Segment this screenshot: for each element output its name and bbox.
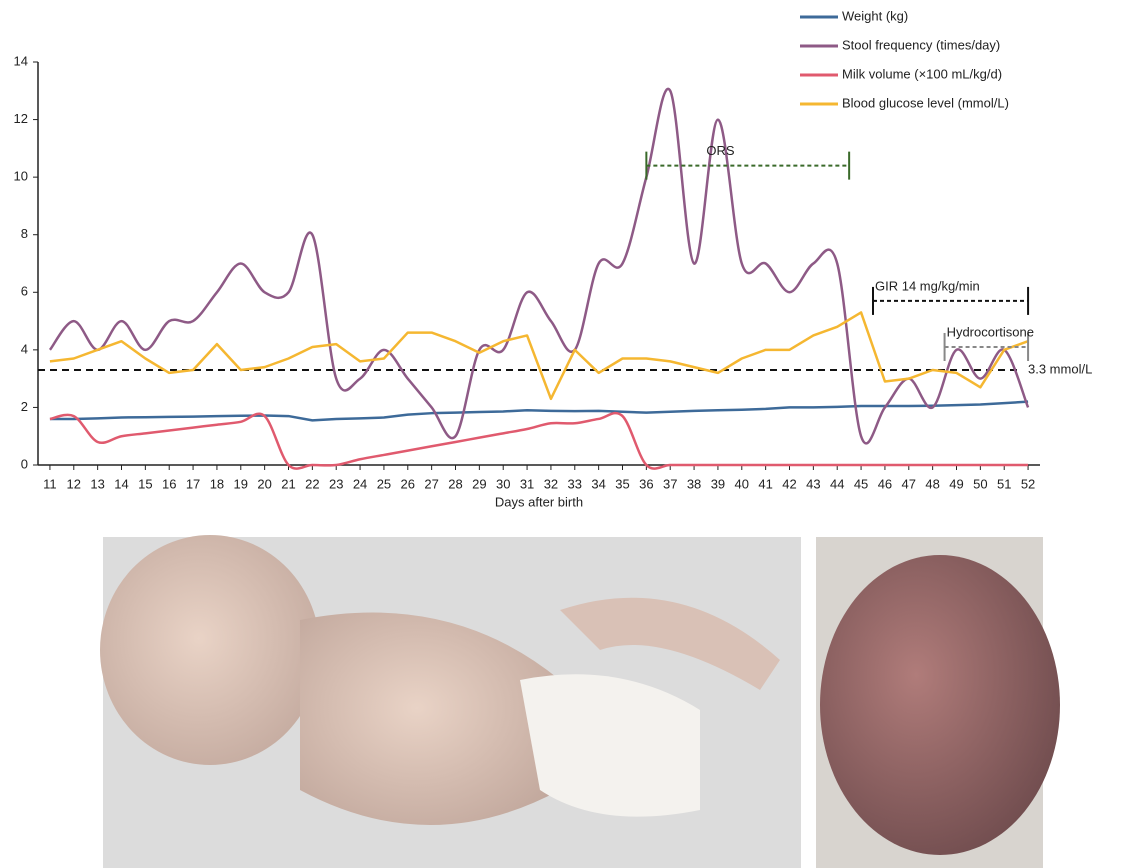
x-tick-label: 26: [401, 476, 415, 491]
x-tick-label: 29: [472, 476, 486, 491]
y-tick-label: 6: [21, 284, 28, 299]
legend-label: Milk volume (×100 mL/kg/d): [842, 66, 1002, 81]
x-tick-label: 48: [925, 476, 939, 491]
y-tick-label: 2: [21, 399, 28, 414]
x-tick-label: 18: [210, 476, 224, 491]
x-tick-label: 12: [67, 476, 81, 491]
x-tick-label: 37: [663, 476, 677, 491]
x-tick-label: 40: [735, 476, 749, 491]
x-tick-label: 50: [973, 476, 987, 491]
y-tick-label: 14: [14, 53, 28, 68]
photo-head-closeup: [820, 555, 1060, 855]
x-tick-label: 30: [496, 476, 510, 491]
x-tick-label: 41: [758, 476, 772, 491]
y-tick-label: 0: [21, 456, 28, 471]
x-tick-label: 47: [902, 476, 916, 491]
x-tick-label: 17: [186, 476, 200, 491]
x-tick-label: 15: [138, 476, 152, 491]
x-tick-label: 11: [43, 476, 57, 491]
y-tick-label: 12: [14, 111, 28, 126]
x-tick-label: 31: [520, 476, 534, 491]
y-tick-label: 4: [21, 341, 28, 356]
x-tick-label: 23: [329, 476, 343, 491]
reference-label: 3.3 mmol/L: [1028, 361, 1092, 376]
x-axis-label: Days after birth: [495, 494, 583, 509]
series-line: [50, 89, 1028, 443]
x-tick-label: 39: [711, 476, 725, 491]
x-tick-label: 45: [854, 476, 868, 491]
legend-label: Stool frequency (times/day): [842, 37, 1000, 52]
legend-label: Weight (kg): [842, 8, 908, 23]
x-tick-label: 28: [448, 476, 462, 491]
x-tick-label: 46: [878, 476, 892, 491]
y-tick-label: 10: [14, 169, 28, 184]
x-tick-label: 21: [281, 476, 295, 491]
series-line: [50, 312, 1028, 398]
x-tick-label: 44: [830, 476, 844, 491]
x-tick-label: 13: [90, 476, 104, 491]
x-tick-label: 14: [114, 476, 128, 491]
photo-baby-head: [100, 535, 320, 765]
page: {"chart_data": { "type": "line", "x_labe…: [0, 0, 1126, 868]
annotation-label: GIR 14 mg/kg/min: [875, 278, 980, 293]
x-tick-label: 32: [544, 476, 558, 491]
x-tick-label: 25: [377, 476, 391, 491]
x-tick-label: 51: [997, 476, 1011, 491]
y-tick-label: 8: [21, 226, 28, 241]
legend-label: Blood glucose level (mmol/L): [842, 95, 1009, 110]
x-tick-label: 49: [949, 476, 963, 491]
x-tick-label: 20: [257, 476, 271, 491]
x-tick-label: 24: [353, 476, 367, 491]
annotation-label: Hydrocortisone: [947, 324, 1034, 339]
x-tick-label: 43: [806, 476, 820, 491]
x-tick-label: 16: [162, 476, 176, 491]
x-tick-label: 22: [305, 476, 319, 491]
x-tick-label: 42: [782, 476, 796, 491]
x-tick-label: 27: [424, 476, 438, 491]
photos: [0, 530, 1126, 868]
x-tick-label: 35: [615, 476, 629, 491]
x-tick-label: 34: [591, 476, 605, 491]
x-tick-label: 36: [639, 476, 653, 491]
series-line: [50, 413, 1028, 469]
x-tick-label: 19: [234, 476, 248, 491]
annotation-label: ORS: [706, 143, 735, 158]
x-tick-label: 38: [687, 476, 701, 491]
x-tick-label: 33: [568, 476, 582, 491]
x-tick-label: 52: [1021, 476, 1035, 491]
